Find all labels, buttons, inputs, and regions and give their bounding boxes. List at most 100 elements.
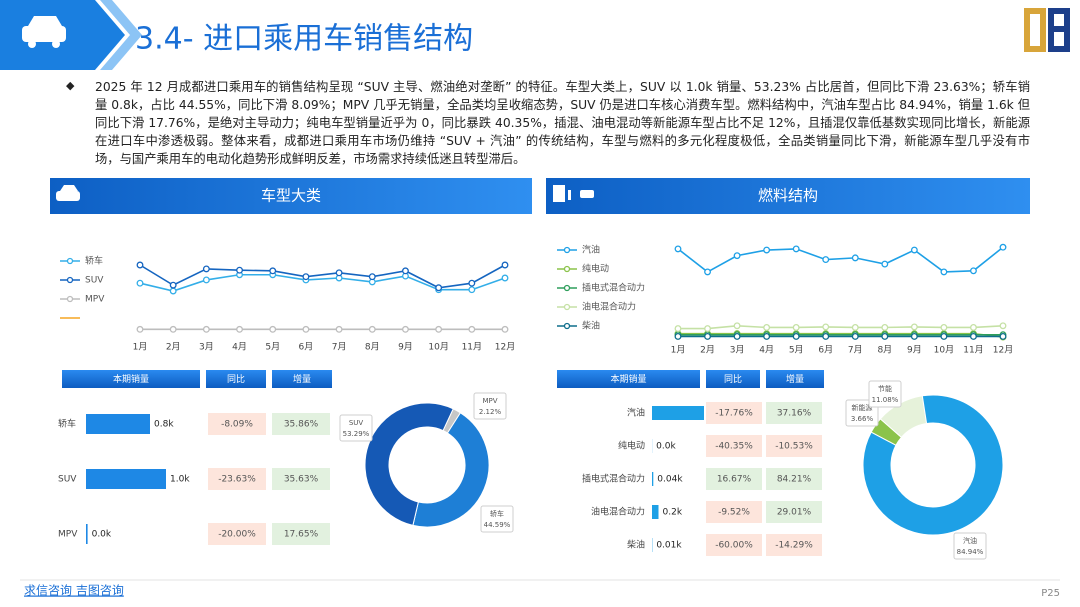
x-tick-label: 5月 [265, 342, 280, 353]
value-label: 0.8k [154, 420, 174, 430]
x-tick-label: 1月 [671, 345, 686, 356]
panel-icon [56, 185, 594, 202]
row-label: 油电混合动力 [591, 506, 645, 518]
table-cell-text: 37.16% [777, 409, 812, 419]
point-marker [910, 246, 918, 254]
point-marker [674, 325, 682, 333]
callout-value: 3.66% [851, 415, 874, 423]
callout-name: 汽油 [963, 536, 977, 545]
point-marker [402, 325, 409, 333]
table-cell-text: 84.21% [777, 475, 812, 485]
value-label: 0.0k [92, 530, 112, 540]
point-marker [792, 245, 800, 253]
bar [86, 414, 150, 434]
header-stripe [100, 0, 142, 70]
table-header: 增量 [293, 373, 311, 385]
bar [652, 505, 659, 519]
table-header-cell [706, 370, 760, 388]
point-marker [704, 332, 711, 340]
point-marker [302, 325, 310, 333]
page-number: P25 [1041, 588, 1060, 599]
table-cell-text: -40.35% [715, 442, 753, 452]
point-marker [851, 254, 859, 262]
row-label: 纯电动 [618, 440, 645, 452]
x-tick-label: 10月 [934, 345, 954, 356]
table-cell-text: 35.86% [284, 420, 319, 430]
point-marker [910, 323, 918, 331]
x-tick-label: 9月 [398, 342, 413, 353]
callout-box [953, 532, 987, 560]
table-header-cell [272, 370, 332, 388]
point-marker [202, 265, 210, 273]
legend-label: MPV [85, 295, 105, 305]
series-line [139, 273, 506, 292]
legend-label: SUV [85, 276, 104, 286]
table-cell [766, 468, 822, 490]
footer-links[interactable]: 求信咨询 吉图咨询 [24, 583, 124, 598]
point-marker [733, 252, 741, 260]
point-marker [851, 324, 859, 331]
point-marker [881, 260, 889, 268]
point-marker [763, 246, 771, 254]
table-cell-text: -9.52% [718, 508, 750, 518]
value-label: 0.04k [657, 475, 683, 485]
panel-header [50, 178, 532, 214]
table-header-cell [557, 370, 700, 388]
x-tick-label: 12月 [495, 342, 515, 353]
table-cell-text: 29.01% [777, 508, 812, 518]
point-marker [822, 323, 830, 331]
legend-marker [66, 276, 74, 284]
point-marker [733, 322, 741, 330]
bar [86, 524, 88, 544]
point-marker [999, 243, 1007, 251]
slide-title: 3.4- 进口乘用车销售结构 [135, 22, 473, 57]
table-cell [766, 435, 822, 457]
point-marker [335, 325, 343, 333]
callout-value: 84.94% [957, 548, 984, 556]
point-marker [763, 324, 771, 331]
table-cell-text: -23.63% [218, 475, 256, 485]
table-cell [766, 402, 822, 424]
donut-segment [364, 402, 454, 526]
point-marker [435, 325, 443, 333]
table-cell [272, 523, 330, 545]
series-line [677, 246, 1004, 273]
donut-segment [862, 394, 1004, 536]
table-cell [272, 468, 330, 490]
point-marker [704, 268, 711, 276]
x-tick-label: 7月 [848, 345, 863, 356]
panel-header [546, 178, 1030, 214]
value-label: 0.2k [663, 508, 683, 518]
x-tick-label: 8月 [877, 345, 892, 356]
table-cell-text: 17.65% [284, 530, 319, 540]
point-marker [136, 279, 144, 287]
row-label: 插电式混合动力 [582, 473, 645, 485]
row-label: 轿车 [58, 418, 76, 430]
point-marker [236, 266, 243, 274]
point-marker [236, 325, 243, 333]
callout-name: 新能源 [852, 403, 873, 412]
row-label: SUV [58, 475, 77, 485]
bar [652, 472, 654, 486]
point-marker [335, 269, 343, 277]
x-tick-label: 2月 [700, 345, 715, 356]
point-marker [970, 324, 977, 331]
point-marker [368, 325, 376, 333]
table-header-cell [206, 370, 266, 388]
x-tick-label: 6月 [818, 345, 833, 356]
table-cell [272, 413, 330, 435]
point-marker [792, 324, 800, 331]
x-tick-label: 2月 [166, 342, 181, 353]
callout-value: 11.08% [872, 396, 899, 404]
table-header: 本期销量 [113, 373, 149, 385]
point-marker [999, 322, 1007, 330]
point-marker [136, 261, 144, 269]
callout-box [473, 392, 507, 420]
point-marker [468, 286, 476, 294]
row-label: 汽油 [627, 407, 645, 419]
callout-box [480, 505, 514, 533]
point-marker [674, 245, 682, 253]
table-header: 同比 [227, 373, 245, 385]
table-cell-text: -20.00% [218, 530, 256, 540]
